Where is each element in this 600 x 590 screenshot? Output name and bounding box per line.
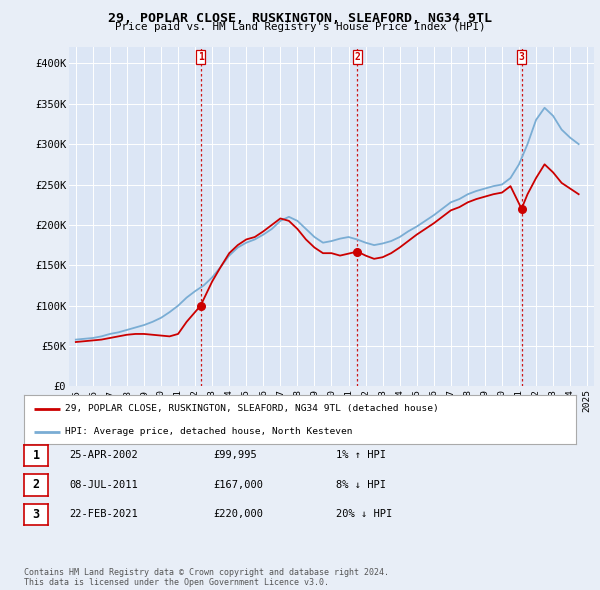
Text: 29, POPLAR CLOSE, RUSKINGTON, SLEAFORD, NG34 9TL (detached house): 29, POPLAR CLOSE, RUSKINGTON, SLEAFORD, …: [65, 404, 439, 414]
Text: £99,995: £99,995: [213, 451, 257, 460]
Text: 25-APR-2002: 25-APR-2002: [69, 451, 138, 460]
Text: £167,000: £167,000: [213, 480, 263, 490]
Text: 2: 2: [355, 53, 361, 63]
Text: HPI: Average price, detached house, North Kesteven: HPI: Average price, detached house, Nort…: [65, 427, 353, 436]
Text: 1: 1: [197, 53, 203, 63]
Text: 1: 1: [32, 449, 40, 462]
Text: 22-FEB-2021: 22-FEB-2021: [69, 510, 138, 519]
Text: Contains HM Land Registry data © Crown copyright and database right 2024.
This d: Contains HM Land Registry data © Crown c…: [24, 568, 389, 587]
Text: 2: 2: [32, 478, 40, 491]
Text: 3: 3: [32, 508, 40, 521]
Text: 8% ↓ HPI: 8% ↓ HPI: [336, 480, 386, 490]
Text: 08-JUL-2011: 08-JUL-2011: [69, 480, 138, 490]
Text: 20% ↓ HPI: 20% ↓ HPI: [336, 510, 392, 519]
Text: 1% ↑ HPI: 1% ↑ HPI: [336, 451, 386, 460]
Text: 29, POPLAR CLOSE, RUSKINGTON, SLEAFORD, NG34 9TL: 29, POPLAR CLOSE, RUSKINGTON, SLEAFORD, …: [108, 12, 492, 25]
Text: 3: 3: [518, 53, 524, 63]
Text: £220,000: £220,000: [213, 510, 263, 519]
Text: Price paid vs. HM Land Registry's House Price Index (HPI): Price paid vs. HM Land Registry's House …: [115, 22, 485, 32]
